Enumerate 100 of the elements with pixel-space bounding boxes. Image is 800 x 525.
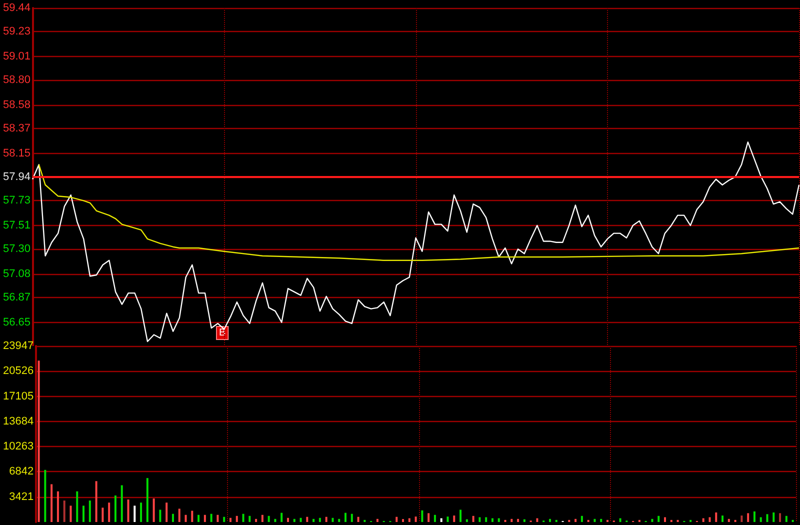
- line-series: [32, 141, 800, 342]
- line-series: [38, 164, 800, 261]
- bar: [120, 485, 123, 522]
- bar: [402, 519, 404, 522]
- bar: [140, 502, 142, 522]
- bar: [255, 518, 258, 522]
- bar: [274, 518, 276, 522]
- y-tick-label: 10263: [2, 440, 34, 453]
- bar: [56, 491, 59, 522]
- bar: [498, 518, 500, 522]
- bar: [702, 518, 704, 522]
- bar: [70, 506, 72, 522]
- y-tick-label: 20526: [2, 365, 34, 378]
- bar: [478, 517, 481, 522]
- bar: [216, 514, 219, 522]
- bar: [108, 502, 110, 522]
- bar: [574, 518, 577, 522]
- bar: [708, 517, 711, 522]
- bar: [434, 514, 436, 522]
- y-tick-label: 57.94: [2, 171, 31, 183]
- bar: [191, 510, 194, 522]
- bar: [421, 510, 424, 522]
- bar: [306, 516, 308, 522]
- bar: [76, 491, 78, 522]
- bar: [428, 513, 430, 522]
- y-tick-label: 3421: [9, 490, 34, 503]
- bar: [261, 514, 264, 522]
- bar: [446, 516, 449, 522]
- bar: [548, 518, 551, 522]
- bar: [63, 500, 66, 522]
- y-tick-label: 6842: [9, 466, 34, 478]
- bar: [172, 514, 174, 522]
- bar: [223, 516, 226, 522]
- bar: [715, 512, 718, 522]
- bar: [600, 518, 602, 522]
- bar: [580, 516, 583, 522]
- bar: [280, 512, 283, 522]
- y-tick-label: 58.15: [2, 147, 31, 160]
- bar: [114, 495, 116, 522]
- bar: [318, 518, 321, 522]
- bar: [722, 516, 724, 522]
- bar: [728, 518, 730, 522]
- bar: [453, 516, 456, 522]
- bar: [146, 478, 148, 522]
- bar: [517, 518, 520, 522]
- bar: [460, 510, 462, 522]
- bar: [510, 518, 513, 522]
- bar: [127, 500, 130, 522]
- bar: [766, 514, 768, 522]
- y-tick-label: 57.51: [2, 219, 31, 232]
- bar: [242, 514, 244, 522]
- bar: [772, 512, 775, 522]
- bar: [664, 517, 666, 522]
- bar: [236, 516, 238, 522]
- bar: [248, 516, 251, 522]
- bar: [779, 513, 782, 522]
- bar: [344, 512, 347, 522]
- bar: [44, 470, 46, 522]
- bar: [332, 518, 334, 522]
- bar: [485, 517, 488, 522]
- bar: [204, 514, 206, 522]
- bar: [50, 484, 53, 522]
- bar: [785, 516, 788, 522]
- bar: [760, 517, 762, 522]
- bar: [376, 518, 378, 522]
- bar: [152, 498, 155, 522]
- bar: [312, 518, 315, 522]
- bar: [210, 514, 212, 522]
- bar: [440, 518, 442, 522]
- bar: [414, 516, 417, 522]
- bar: [619, 518, 622, 522]
- bar: [740, 516, 743, 522]
- bar: [184, 514, 187, 522]
- bar: [198, 514, 200, 522]
- y-tick-label: 58.37: [2, 122, 31, 135]
- y-tick-label: 58.58: [2, 98, 31, 111]
- y-tick-label: 57.73: [2, 194, 31, 207]
- bar: [338, 518, 340, 522]
- y-tick-label: 59.23: [2, 26, 31, 38]
- bar: [268, 516, 270, 522]
- bar: [651, 518, 654, 522]
- bar: [747, 513, 750, 522]
- y-tick-label: 59.01: [2, 50, 31, 62]
- bar: [300, 518, 302, 522]
- bar: [159, 510, 162, 522]
- bar: [658, 516, 660, 522]
- y-tick-label: 56.87: [2, 292, 31, 304]
- bar: [95, 481, 98, 522]
- bar: [229, 518, 232, 522]
- bar: [472, 516, 474, 522]
- bar: [325, 516, 328, 522]
- bar: [102, 508, 104, 522]
- bar: [38, 360, 40, 522]
- bar: [523, 519, 526, 522]
- y-tick-label: 58.80: [2, 74, 31, 86]
- bar: [594, 518, 596, 522]
- bar: [753, 511, 756, 522]
- y-tick-label: 57.08: [2, 268, 31, 280]
- y-tick-label: 59.44: [2, 2, 31, 14]
- bar: [82, 506, 85, 522]
